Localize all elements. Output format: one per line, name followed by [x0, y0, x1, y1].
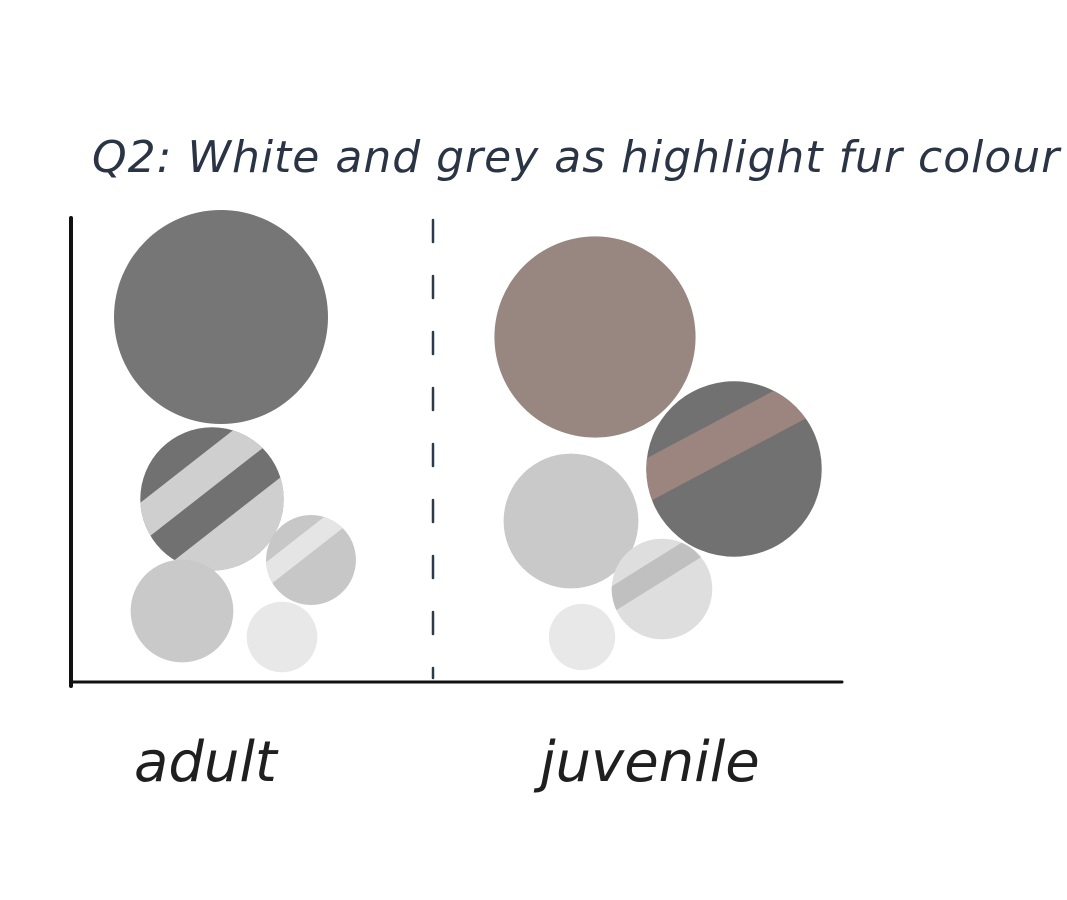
bubble-adult-2-stripe [111, 400, 292, 559]
chart-title: Q2: White and grey as highlight fur colo… [92, 132, 1062, 183]
bubble-juvenile-4-stripe [592, 524, 723, 624]
bubble-adult-3 [266, 515, 356, 605]
bubble-juvenile-3 [503, 453, 639, 589]
bubble-juvenile-1 [494, 236, 696, 438]
group-label-adult: adult [134, 730, 279, 795]
bubbles-layer [111, 210, 846, 673]
bubble-adult-3-stripe [247, 498, 361, 598]
bubble-juvenile-2-stripe [615, 362, 846, 522]
series-juvenile [494, 236, 846, 671]
series-adult [111, 210, 361, 673]
bubble-adult-5 [246, 601, 318, 673]
bubble-adult-4 [130, 559, 234, 663]
bubble-juvenile-5 [548, 603, 616, 671]
bubble-adult-1 [114, 210, 328, 424]
group-label-juvenile: juvenile [533, 730, 760, 795]
